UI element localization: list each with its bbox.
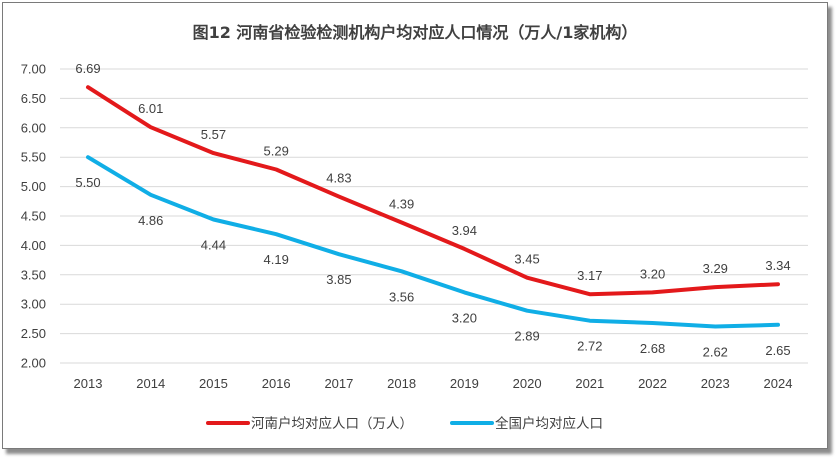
x-tick-label: 2021 <box>575 376 604 391</box>
data-label: 2.72 <box>577 339 602 354</box>
data-label: 5.57 <box>201 127 226 142</box>
x-tick-label: 2020 <box>513 376 542 391</box>
y-axis-ticks: 2.00 2.50 3.00 3.50 4.00 4.50 5.00 5.50 6.00 6.50… <box>21 62 46 371</box>
y-tick-label: 4.00 <box>21 238 46 253</box>
data-label: 4.19 <box>264 252 289 267</box>
data-label: 3.34 <box>765 258 790 273</box>
x-tick-label: 2016 <box>262 376 291 391</box>
data-label: 3.20 <box>640 266 665 281</box>
data-label: 3.17 <box>577 268 602 283</box>
y-tick-label: 5.50 <box>21 150 46 165</box>
data-label: 6.69 <box>75 61 100 76</box>
y-tick-label: 7.00 <box>21 62 46 77</box>
series-line-henan <box>86 85 780 297</box>
data-label: 3.29 <box>703 261 728 276</box>
y-tick-label: 4.50 <box>21 209 46 224</box>
data-label: 4.83 <box>326 171 351 186</box>
data-label: 2.89 <box>514 329 539 344</box>
data-label: 4.44 <box>201 238 226 253</box>
x-tick-label: 2013 <box>74 376 103 391</box>
data-label: 6.01 <box>138 101 163 116</box>
data-label: 2.62 <box>703 345 728 360</box>
x-tick-label: 2015 <box>199 376 228 391</box>
series-lines <box>86 85 780 329</box>
legend-label: 全国户均对应人口 <box>495 415 603 432</box>
x-tick-label: 2022 <box>638 376 667 391</box>
data-label: 4.86 <box>138 213 163 228</box>
y-tick-label: 2.00 <box>21 356 46 371</box>
data-label: 5.50 <box>75 175 100 190</box>
data-label: 3.45 <box>514 252 539 267</box>
data-label: 3.56 <box>389 289 414 304</box>
data-label: 3.85 <box>326 272 351 287</box>
chart-frame <box>2 2 828 449</box>
legend-label: 河南户均对应人口（万人） <box>251 415 413 432</box>
x-tick-label: 2017 <box>324 376 353 391</box>
y-tick-label: 6.50 <box>21 91 46 106</box>
data-label: 3.94 <box>452 223 477 238</box>
y-tick-label: 5.00 <box>21 179 46 194</box>
chart-title: 图12 河南省检验检测机构户均对应人口情况（万人/1家机构） <box>193 23 638 42</box>
data-labels: 6.69 6.01 5.57 5.29 4.83 4.39 3.94 3.45 3.17 3.20… <box>75 61 790 359</box>
x-tick-label: 2014 <box>136 376 165 391</box>
gridlines <box>60 68 808 364</box>
y-tick-label: 3.00 <box>21 297 46 312</box>
x-axis-ticks: 2013 2014 2015 2016 2017 2018 2019 2020 2021 2022… <box>74 376 793 391</box>
data-label: 5.29 <box>264 144 289 159</box>
series-line-national <box>86 155 780 329</box>
y-tick-label: 6.00 <box>21 120 46 135</box>
data-label: 2.65 <box>765 343 790 358</box>
y-tick-label: 2.50 <box>21 326 46 341</box>
data-label: 4.39 <box>389 196 414 211</box>
x-tick-label: 2018 <box>387 376 416 391</box>
x-tick-label: 2024 <box>764 376 793 391</box>
legend: 河南户均对应人口（万人） 全国户均对应人口 <box>206 415 603 432</box>
data-label: 2.68 <box>640 341 665 356</box>
y-tick-label: 3.50 <box>21 267 46 282</box>
x-tick-label: 2023 <box>701 376 730 391</box>
data-label: 3.20 <box>452 310 477 325</box>
x-tick-label: 2019 <box>450 376 479 391</box>
